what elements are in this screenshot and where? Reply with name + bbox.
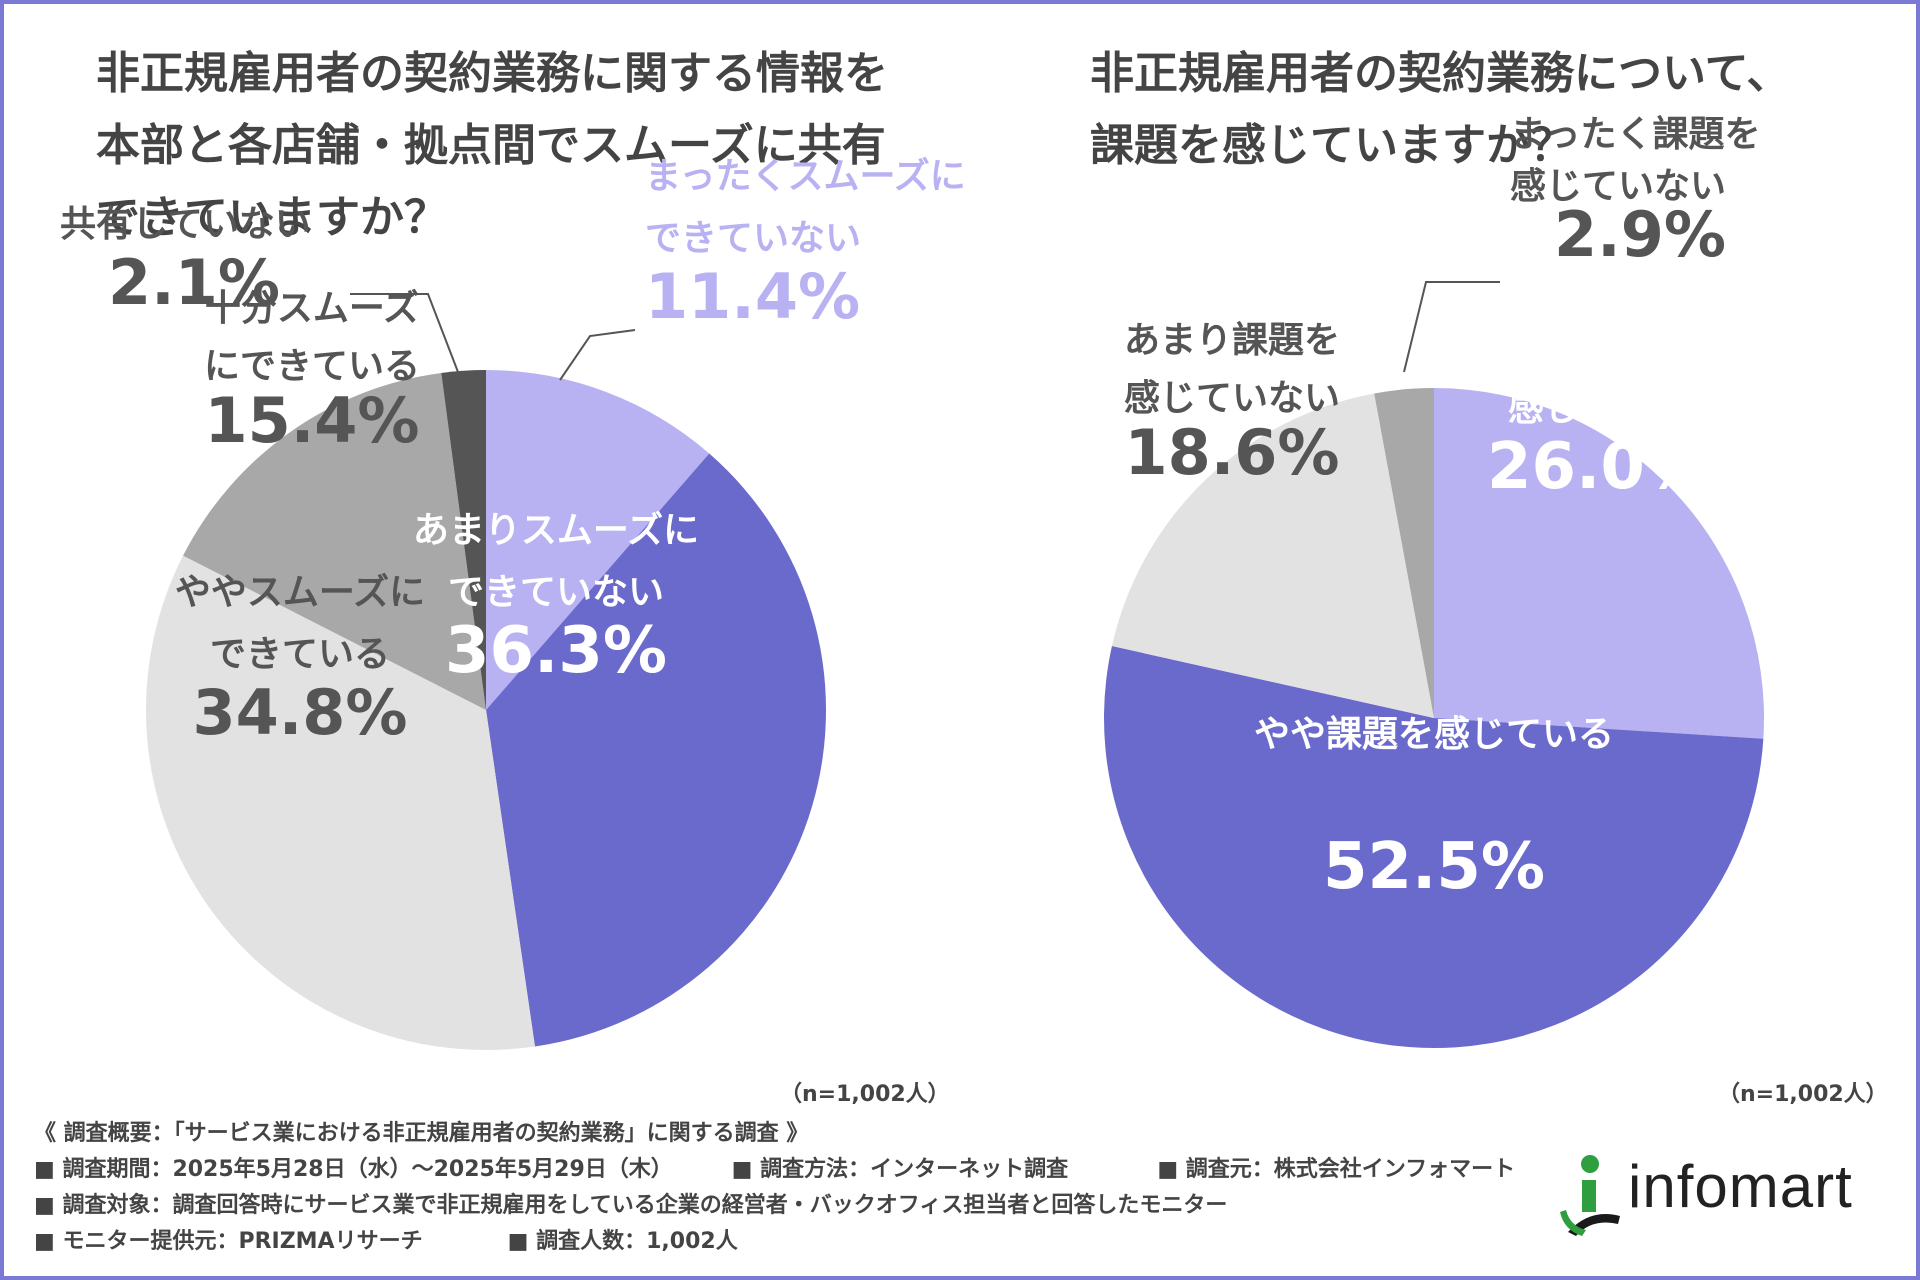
pie1-value-1: 11.4% — [645, 260, 860, 333]
sample-size-right: （n=1,002人） — [1718, 1082, 1888, 1107]
survey-summary: 《 調査概要：「サービス業における非正規雇用者の契約業務」に関する調査 》 ■ … — [34, 1116, 1515, 1260]
survey-period: ■ 調査期間：2025年5月28日（水）～2025年5月29日（木） — [34, 1157, 673, 1182]
infomart-mark-icon — [1560, 1155, 1620, 1236]
title-left-line-3: できていますか？ — [96, 192, 448, 243]
pie1-leader-line-1 — [559, 329, 636, 381]
pie1-leader-line-5 — [350, 293, 459, 373]
pie1-slice-5 — [441, 370, 486, 710]
pie2-slice-1 — [1434, 388, 1765, 739]
pie2-value-3: 18.6% — [1124, 416, 1339, 489]
pie2-value-1: 26.0% — [1487, 430, 1709, 504]
pie2-value-2: 52.5% — [1323, 830, 1545, 904]
pie2-leader-line-4 — [1403, 281, 1500, 373]
pie2-label-4-line-2: 感じていない — [1510, 166, 1726, 207]
pie1-label-1-line-2: できていない — [645, 218, 861, 259]
pie2-slice-2 — [1104, 646, 1764, 1049]
pie1-label-1-line-1: まったくスムーズに — [645, 155, 966, 197]
pie1-label-3-line-2: できている — [210, 634, 390, 675]
pie1-slice-4 — [183, 372, 486, 710]
survey-provider: ■ モニター提供元：PRIZMAリサーチ — [34, 1229, 423, 1254]
pie2-label-1-line-2: 感じている — [1508, 388, 1688, 429]
pie1-label-3-line-1: ややスムーズに — [175, 571, 425, 613]
pie2-value-4: 2.9% — [1554, 198, 1726, 271]
survey-row-1: ■ 調査期間：2025年5月28日（水）～2025年5月29日（木） ■ 調査方… — [34, 1152, 1515, 1188]
pie1-value-2: 36.3% — [445, 614, 667, 688]
survey-heading: 《 調査概要：「サービス業における非正規雇用者の契約業務」に関する調査 》 — [34, 1121, 809, 1146]
title-left-line-1: 非正規雇用者の契約業務に関する情報を — [96, 48, 888, 99]
infomart-wordmark: infomart — [1628, 1153, 1853, 1220]
survey-target: ■ 調査対象：調査回答時にサービス業で非正規雇用をしている企業の経営者・バックオ… — [34, 1193, 1228, 1218]
pie1-value-3: 34.8% — [192, 676, 407, 749]
pie1-slice-1 — [486, 370, 710, 710]
chart-title-right: 非正規雇用者の契約業務について、 課題を感じていますか？ — [1090, 38, 1790, 182]
pie1-value-5: 2.1% — [108, 246, 280, 319]
pie2-label-4-line-1: まったく課題を — [1510, 114, 1761, 155]
pie2-label-1-line-1: とても課題を — [1491, 326, 1704, 367]
pie2-slice-3 — [1111, 393, 1434, 718]
pie1-slice-2 — [486, 453, 827, 1047]
title-right-line-2: 課題を感じていますか？ — [1090, 120, 1574, 171]
pie1-label-4-line-2: にできている — [204, 346, 420, 387]
survey-row-3: ■ モニター提供元：PRIZMAリサーチ ■ 調査人数：1,002人 — [34, 1224, 1515, 1260]
pie1-slice-3 — [145, 555, 535, 1051]
title-left-line-2: 本部と各店舗・拠点間でスムーズに共有 — [96, 120, 886, 171]
pie2-label-3-line-1: あまり課題を — [1124, 320, 1340, 361]
pie2-label-2-line-1: やや課題を感じている — [1254, 714, 1614, 755]
infomart-logo: infomart — [1560, 1150, 1890, 1240]
pie2-slice-4 — [1374, 388, 1434, 718]
pie1-value-4: 15.4% — [204, 384, 419, 457]
pie1-label-2-line-2: できていない — [448, 572, 664, 613]
survey-method: ■ 調査方法：インターネット調査 — [731, 1157, 1069, 1182]
chart-title-left: 非正規雇用者の契約業務に関する情報を 本部と各店舗・拠点間でスムーズに共有 でき… — [96, 38, 888, 254]
sample-size-left: （n=1,002人） — [780, 1082, 950, 1107]
pie2-label-3-line-2: 感じていない — [1124, 378, 1340, 419]
survey-source: ■ 調査元：株式会社インフォマート — [1157, 1157, 1516, 1182]
pie1-label-5-line-1: 共有していない — [60, 204, 311, 245]
survey-count: ■ 調査人数：1,002人 — [507, 1229, 738, 1254]
pie1-label-2-line-1: あまりスムーズに — [413, 509, 699, 551]
title-right-line-1: 非正規雇用者の契約業務について、 — [1090, 48, 1791, 99]
